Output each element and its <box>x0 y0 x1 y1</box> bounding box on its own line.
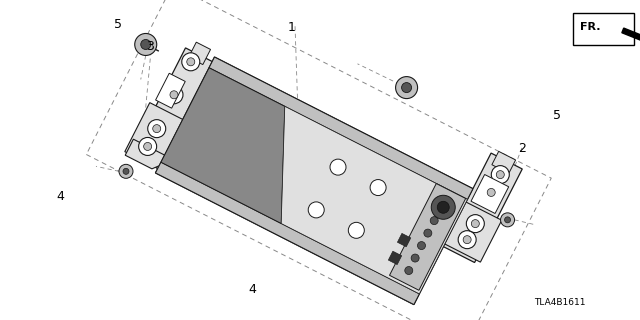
Polygon shape <box>125 103 183 168</box>
Text: 5: 5 <box>553 109 561 122</box>
Circle shape <box>504 217 511 223</box>
Polygon shape <box>156 57 473 305</box>
Polygon shape <box>397 233 411 247</box>
Circle shape <box>500 213 515 227</box>
Circle shape <box>496 171 504 179</box>
Text: 1: 1 <box>287 21 295 34</box>
Text: TLA4B1611: TLA4B1611 <box>534 298 586 307</box>
Circle shape <box>437 201 449 213</box>
Circle shape <box>482 183 500 202</box>
Polygon shape <box>156 162 419 305</box>
Polygon shape <box>131 48 212 168</box>
Polygon shape <box>444 153 522 262</box>
Circle shape <box>396 76 417 99</box>
Circle shape <box>143 142 152 150</box>
Polygon shape <box>189 42 211 65</box>
Circle shape <box>401 83 412 92</box>
Circle shape <box>424 229 432 237</box>
Polygon shape <box>125 139 164 169</box>
Polygon shape <box>281 106 467 294</box>
FancyArrow shape <box>622 28 640 43</box>
Circle shape <box>148 120 166 138</box>
Polygon shape <box>161 68 285 223</box>
Text: 3: 3 <box>147 40 154 53</box>
Circle shape <box>170 91 178 99</box>
Circle shape <box>165 86 183 104</box>
Circle shape <box>348 222 364 238</box>
Circle shape <box>467 215 484 233</box>
Circle shape <box>430 217 438 225</box>
Circle shape <box>487 188 495 196</box>
Text: 2: 2 <box>518 142 525 155</box>
Circle shape <box>187 58 195 66</box>
Circle shape <box>404 267 413 275</box>
Circle shape <box>123 168 129 174</box>
Circle shape <box>330 159 346 175</box>
Bar <box>573 13 634 45</box>
Circle shape <box>370 180 386 196</box>
Circle shape <box>139 138 157 156</box>
Text: FR.: FR. <box>580 22 600 32</box>
Text: 5: 5 <box>115 18 122 30</box>
Polygon shape <box>492 151 516 173</box>
Circle shape <box>182 53 200 71</box>
Circle shape <box>492 166 509 184</box>
Circle shape <box>135 34 157 55</box>
Polygon shape <box>156 73 185 108</box>
Circle shape <box>153 124 161 132</box>
Circle shape <box>458 231 476 249</box>
Circle shape <box>471 220 479 228</box>
Circle shape <box>417 242 426 250</box>
Circle shape <box>141 39 151 50</box>
Text: 4: 4 <box>249 283 257 296</box>
Polygon shape <box>471 174 509 213</box>
Polygon shape <box>390 184 466 290</box>
Circle shape <box>411 254 419 262</box>
Circle shape <box>308 202 324 218</box>
Text: 4: 4 <box>57 190 65 203</box>
Polygon shape <box>445 202 502 262</box>
Polygon shape <box>388 251 402 265</box>
Circle shape <box>463 236 471 244</box>
Circle shape <box>119 164 133 178</box>
Circle shape <box>431 195 455 219</box>
Polygon shape <box>209 57 473 199</box>
